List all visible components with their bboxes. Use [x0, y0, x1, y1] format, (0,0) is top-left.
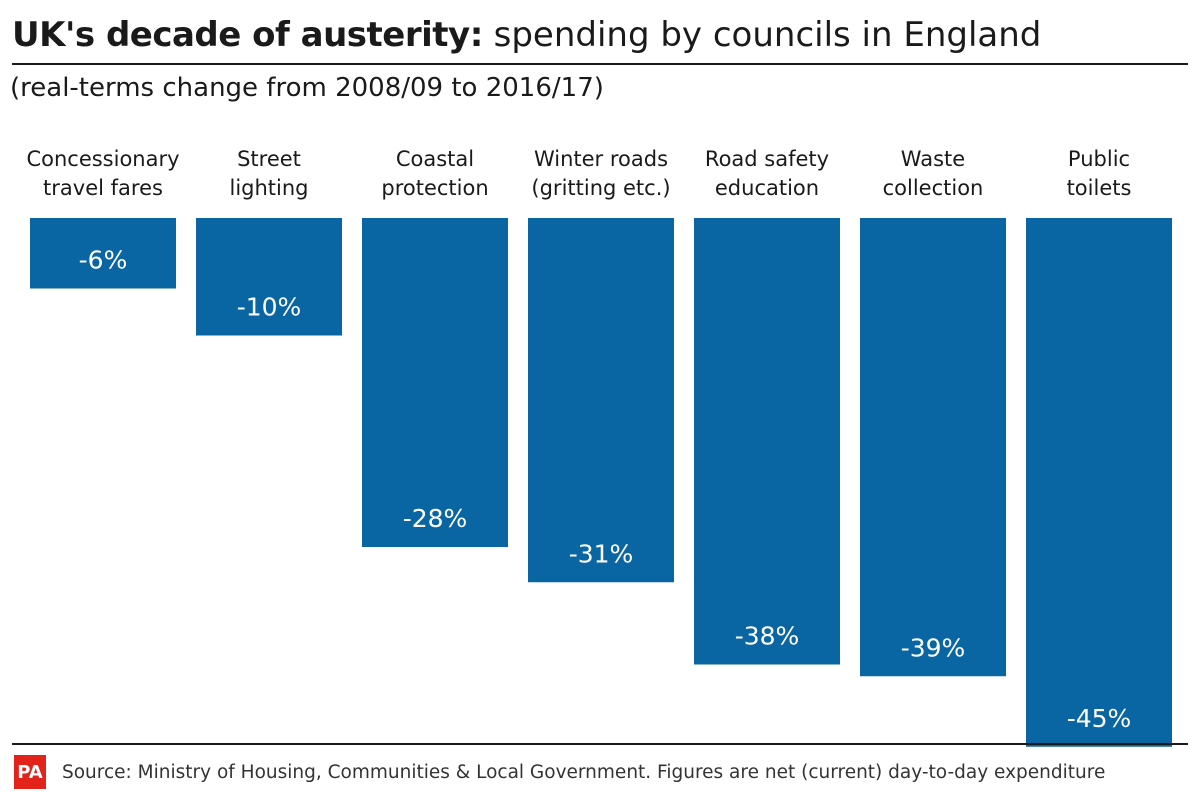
- category-label-line: Coastal: [396, 147, 474, 171]
- chart-title-rest: spending by councils in England: [482, 15, 1042, 55]
- chart-subtitle: (real-terms change from 2008/09 to 2016/…: [10, 73, 604, 103]
- category-label-line: Waste: [901, 147, 965, 171]
- category-label-line: education: [715, 176, 819, 200]
- category-label: Coastal protection: [381, 147, 488, 200]
- category-label: Concessionary travel fares: [26, 147, 179, 200]
- bar: [30, 218, 176, 289]
- category-label-line: Winter roads: [534, 147, 668, 171]
- bar: [694, 218, 840, 665]
- bar: [528, 218, 674, 583]
- category-label-line: Road safety: [705, 147, 829, 171]
- footer-divider: [12, 743, 1188, 745]
- category-label-line: Street: [237, 147, 301, 171]
- category-label-line: protection: [381, 176, 488, 200]
- source-note: Source: Ministry of Housing, Communities…: [62, 762, 1106, 783]
- bar-value-label: -6%: [79, 246, 128, 275]
- category-label-line: collection: [883, 176, 984, 200]
- category-label-line: Concessionary: [26, 147, 179, 171]
- chart-title: UK's decade of austerity: spending by co…: [12, 10, 1041, 60]
- bar-value-label: -39%: [901, 633, 966, 662]
- category-label-line: lighting: [229, 176, 308, 200]
- bar: [1026, 218, 1172, 747]
- category-label: Street lighting: [229, 147, 308, 200]
- bar-value-label: -38%: [735, 622, 800, 651]
- category-label-line: Public: [1068, 147, 1130, 171]
- bar-value-label: -28%: [403, 504, 468, 533]
- bar-value-label: -10%: [237, 293, 302, 322]
- bar: [860, 218, 1006, 677]
- category-label: Public toilets: [1067, 147, 1132, 200]
- chart-title-bold: UK's decade of austerity:: [12, 15, 483, 55]
- category-label: Waste collection: [883, 147, 984, 200]
- bar-value-label: -45%: [1067, 704, 1132, 733]
- category-label-line: toilets: [1067, 176, 1132, 200]
- bar-value-label: -31%: [569, 539, 634, 568]
- bar: [362, 218, 508, 547]
- bar: [196, 218, 342, 336]
- category-label: Road safety education: [705, 147, 829, 200]
- pa-logo: PA: [14, 755, 46, 789]
- category-label-line: travel fares: [43, 176, 163, 200]
- title-divider: [12, 63, 1188, 65]
- category-label: Winter roads (gritting etc.): [531, 147, 670, 200]
- category-label-line: (gritting etc.): [531, 176, 670, 200]
